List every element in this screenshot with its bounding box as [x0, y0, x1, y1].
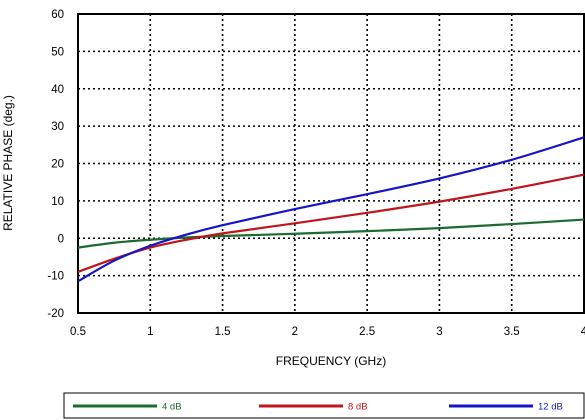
x-axis-label: FREQUENCY (GHz): [276, 354, 386, 368]
legend: 4 dB 8 dB 12 dB: [63, 392, 585, 419]
series-lines: [77, 136, 585, 283]
x-tick-label: 1: [147, 326, 153, 338]
x-tick-label: 3.5: [504, 326, 520, 338]
legend-label: 8 dB: [348, 402, 368, 413]
x-tick-label: 2: [292, 326, 298, 338]
x-tick-label: 0.5: [70, 326, 86, 338]
x-tick-label: 3: [436, 326, 442, 338]
y-tick-label: -10: [47, 271, 64, 283]
y-tick-label: 60: [51, 9, 64, 21]
x-tick-label: 2.5: [359, 326, 375, 338]
plot-frame: [77, 13, 585, 314]
y-tick-label: 30: [51, 121, 64, 133]
legend-label: 12 dB: [538, 402, 563, 413]
series-line-12-db: [77, 136, 585, 283]
x-tick-labels: 0.5 1 1.5 2 2.5 3 3.5 4: [70, 326, 585, 338]
y-axis-label: RELATIVE PHASE (deg.): [1, 95, 15, 231]
series-line-4-db: [77, 218, 585, 249]
legend-label: 4 dB: [162, 402, 182, 413]
x-tick-label: 4: [581, 326, 585, 338]
y-tick-labels: -20 -10 0 10 20 30 40 50 60: [47, 9, 64, 320]
y-tick-label: 20: [51, 159, 64, 171]
x-tick-label: 1.5: [215, 326, 231, 338]
y-tick-label: 0: [58, 233, 64, 245]
y-tick-label: 10: [51, 196, 64, 208]
y-tick-label: -20: [47, 308, 64, 320]
y-tick-label: 40: [51, 84, 64, 96]
y-tick-label: 50: [51, 46, 64, 58]
grid-lines: [78, 14, 584, 313]
